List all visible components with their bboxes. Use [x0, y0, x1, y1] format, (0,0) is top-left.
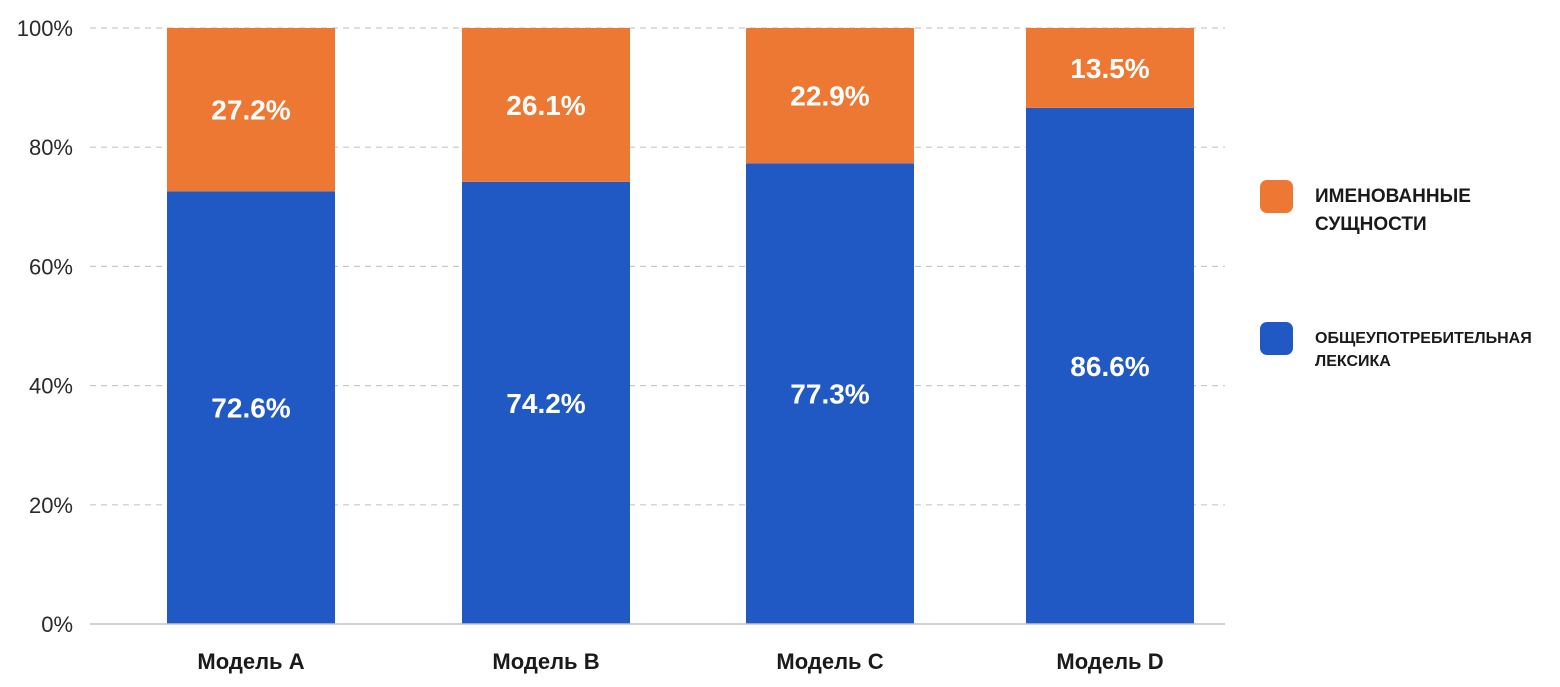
- data-label-common-vocabulary: 74.2%: [506, 388, 585, 419]
- bar-common-vocabulary: [462, 181, 630, 624]
- x-tick-label: Модель A: [197, 649, 304, 674]
- bar-common-vocabulary: [167, 191, 335, 624]
- legend-swatch-common-vocabulary: [1260, 322, 1293, 355]
- legend-item-common-vocabulary: ОБЩЕУПОТРЕБИТЕЛЬНАЯ ЛЕКСИКА: [1260, 322, 1555, 373]
- data-label-named-entities: 22.9%: [790, 81, 869, 112]
- bar-named-entities: [167, 28, 335, 192]
- bar-common-vocabulary: [746, 163, 914, 625]
- data-label-common-vocabulary: 86.6%: [1070, 351, 1149, 382]
- data-label-named-entities: 26.1%: [506, 90, 585, 121]
- legend-label-common-vocabulary: ОБЩЕУПОТРЕБИТЕЛЬНАЯ ЛЕКСИКА: [1315, 330, 1532, 371]
- legend-swatch-named-entities: [1260, 180, 1293, 213]
- x-tick-label: Модель C: [776, 649, 883, 674]
- bar-common-vocabulary: [1026, 107, 1194, 624]
- bars: 72.6% 27.2% 74.2% 26.1% 77.3% 22.9% 86.6% 13.5%: [167, 28, 1194, 625]
- bar-named-entities: [746, 28, 914, 164]
- data-label-named-entities: 27.2%: [211, 95, 290, 126]
- bar-named-entities: [1026, 28, 1194, 108]
- data-label-common-vocabulary: 77.3%: [790, 379, 869, 410]
- y-tick-label: 60%: [29, 254, 73, 279]
- bar-named-entities: [462, 28, 630, 182]
- x-axis-ticks: Модель A Модель B Модель C Модель D: [197, 649, 1163, 674]
- y-tick-label: 0%: [41, 612, 73, 637]
- legend-label-named-entities: ИМЕНОВАННЫЕ СУЩНОСТИ: [1315, 186, 1471, 235]
- legend-item-named-entities: ИМЕНОВАННЫЕ СУЩНОСТИ: [1260, 180, 1515, 238]
- x-tick-label: Модель D: [1056, 649, 1163, 674]
- data-label-named-entities: 13.5%: [1070, 53, 1149, 84]
- y-axis-ticks: 0% 20% 40% 60% 80% 100%: [17, 16, 73, 637]
- y-tick-label: 100%: [17, 16, 73, 41]
- data-label-common-vocabulary: 72.6%: [211, 393, 290, 424]
- y-tick-label: 20%: [29, 493, 73, 518]
- y-tick-label: 80%: [29, 135, 73, 160]
- y-tick-label: 40%: [29, 374, 73, 399]
- x-tick-label: Модель B: [492, 649, 599, 674]
